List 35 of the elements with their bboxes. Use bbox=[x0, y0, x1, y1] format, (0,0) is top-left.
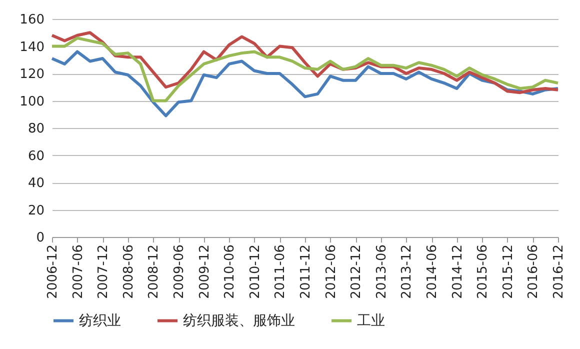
x-tick-label: 2010-12 bbox=[248, 244, 263, 299]
x-tick-label: 2006-12 bbox=[46, 244, 60, 299]
line-series bbox=[50, 50, 560, 118]
x-tick-label: 2014-06 bbox=[425, 244, 440, 299]
x-tick-label: 2013-12 bbox=[400, 244, 415, 299]
x-tick-label: 2016-12 bbox=[552, 244, 566, 299]
x-tick-label: 2012-12 bbox=[349, 244, 364, 299]
y-tick-label: 40 bbox=[28, 176, 44, 191]
y-tick-label: 60 bbox=[28, 148, 44, 164]
legend-label: 工业 bbox=[357, 312, 385, 329]
y-tick-label: 0 bbox=[36, 230, 44, 246]
x-tick-label: 2011-06 bbox=[273, 244, 288, 299]
y-tick-label: 80 bbox=[28, 122, 44, 136]
y-tick-label: 140 bbox=[20, 40, 44, 55]
x-tick-label: 2011-12 bbox=[298, 244, 314, 299]
x-tick-label: 2009-06 bbox=[172, 244, 187, 299]
line-series bbox=[50, 36, 560, 102]
y-tick-label: 20 bbox=[28, 203, 44, 218]
legend-label: 纺织服装、服饰业 bbox=[183, 312, 295, 329]
x-tick-label: 2008-06 bbox=[121, 244, 136, 299]
x-tick-label: 2015-12 bbox=[500, 244, 516, 299]
x-tick-label: 2012-06 bbox=[324, 244, 339, 299]
x-tick-label: 2016-06 bbox=[526, 244, 542, 299]
x-tick-label: 2009-12 bbox=[197, 244, 212, 299]
x-tick-label: 2015-06 bbox=[476, 244, 491, 299]
x-tick-label: 2013-06 bbox=[374, 244, 390, 299]
legend-label: 纺织业 bbox=[79, 312, 121, 329]
x-tick-label: 2010-06 bbox=[222, 244, 238, 299]
y-tick-label: 160 bbox=[20, 12, 44, 28]
x-tick-label: 2008-12 bbox=[146, 244, 162, 299]
x-tick-label: 2007-12 bbox=[96, 244, 112, 299]
y-tick-label: 120 bbox=[20, 67, 44, 82]
x-tick-label: 2007-06 bbox=[70, 244, 86, 299]
x-tick-label: 2014-12 bbox=[450, 244, 466, 299]
y-tick-label: 100 bbox=[20, 94, 44, 110]
